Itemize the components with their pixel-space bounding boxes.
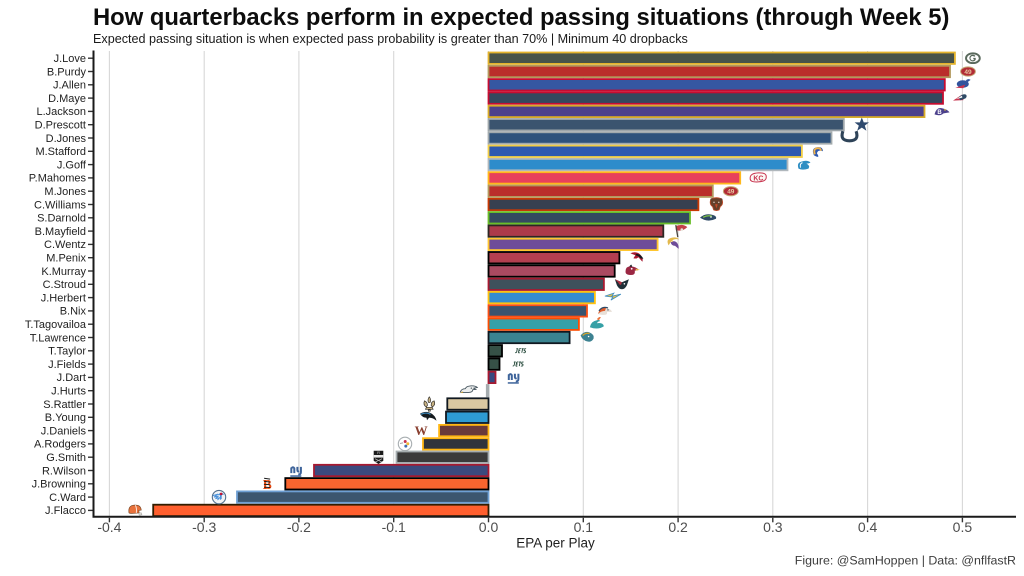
- svg-text:C.Stroud: C.Stroud: [43, 279, 86, 291]
- svg-text:0.3: 0.3: [763, 519, 783, 535]
- svg-text:J.Daniels: J.Daniels: [41, 425, 87, 437]
- svg-text:J.Allen: J.Allen: [53, 80, 86, 92]
- svg-text:B.Purdy: B.Purdy: [47, 66, 87, 78]
- svg-text:T.Taylor: T.Taylor: [48, 346, 86, 358]
- svg-text:K.Murray: K.Murray: [41, 266, 86, 278]
- svg-text:T.Lawrence: T.Lawrence: [30, 332, 86, 344]
- svg-text:R: R: [377, 450, 380, 455]
- svg-text:M.Stafford: M.Stafford: [35, 146, 86, 158]
- svg-text:D.Prescott: D.Prescott: [35, 120, 86, 132]
- svg-text:J.Dart: J.Dart: [57, 372, 86, 384]
- svg-text:J.Fields: J.Fields: [48, 359, 86, 371]
- svg-text:0.4: 0.4: [858, 519, 878, 535]
- svg-text:R.Wilson: R.Wilson: [42, 465, 86, 477]
- svg-text:-0.3: -0.3: [192, 519, 216, 535]
- svg-text:B.Mayfield: B.Mayfield: [35, 226, 86, 238]
- svg-text:EPA per Play: EPA per Play: [516, 536, 595, 551]
- svg-text:C.Wentz: C.Wentz: [44, 239, 86, 251]
- svg-text:L.Jackson: L.Jackson: [36, 106, 86, 118]
- svg-text:S.Darnold: S.Darnold: [37, 213, 86, 225]
- svg-text:-0.2: -0.2: [287, 519, 311, 535]
- svg-text:A.Rodgers: A.Rodgers: [34, 439, 86, 451]
- svg-text:J.Herbert: J.Herbert: [41, 292, 86, 304]
- svg-text:0.2: 0.2: [668, 519, 688, 535]
- svg-text:0.0: 0.0: [479, 519, 499, 535]
- svg-text:G.Smith: G.Smith: [46, 452, 86, 464]
- svg-text:M.Jones: M.Jones: [44, 186, 86, 198]
- svg-text:49: 49: [964, 69, 972, 76]
- svg-text:D.Maye: D.Maye: [48, 93, 86, 105]
- svg-text:D.Jones: D.Jones: [46, 133, 87, 145]
- svg-text:Figure: @SamHoppen | Data: @nf: Figure: @SamHoppen | Data: @nflfastR: [795, 554, 1016, 568]
- svg-text:J.Flacco: J.Flacco: [45, 505, 86, 517]
- svg-text:P.Mahomes: P.Mahomes: [29, 173, 87, 185]
- svg-text:B: B: [937, 110, 942, 116]
- svg-text:J.Browning: J.Browning: [32, 479, 86, 491]
- svg-text:C.Williams: C.Williams: [34, 199, 86, 211]
- svg-text:-0.1: -0.1: [382, 519, 406, 535]
- svg-text:J.Goff: J.Goff: [57, 159, 87, 171]
- svg-text:0.5: 0.5: [953, 519, 973, 535]
- svg-text:M.Penix: M.Penix: [46, 253, 86, 265]
- svg-text:J.Love: J.Love: [54, 53, 86, 65]
- svg-text:C.Ward: C.Ward: [49, 492, 86, 504]
- svg-text:T.Tagovailoa: T.Tagovailoa: [25, 319, 87, 331]
- svg-text:KC: KC: [753, 176, 763, 183]
- svg-text:J.Hurts: J.Hurts: [51, 386, 86, 398]
- svg-text:-0.4: -0.4: [97, 519, 121, 535]
- svg-text:S.Rattler: S.Rattler: [43, 399, 86, 411]
- svg-text:0.1: 0.1: [574, 519, 594, 535]
- svg-text:49: 49: [727, 189, 735, 196]
- svg-text:B.Nix: B.Nix: [60, 306, 87, 318]
- svg-text:W: W: [415, 423, 428, 438]
- svg-text:B.Young: B.Young: [45, 412, 86, 424]
